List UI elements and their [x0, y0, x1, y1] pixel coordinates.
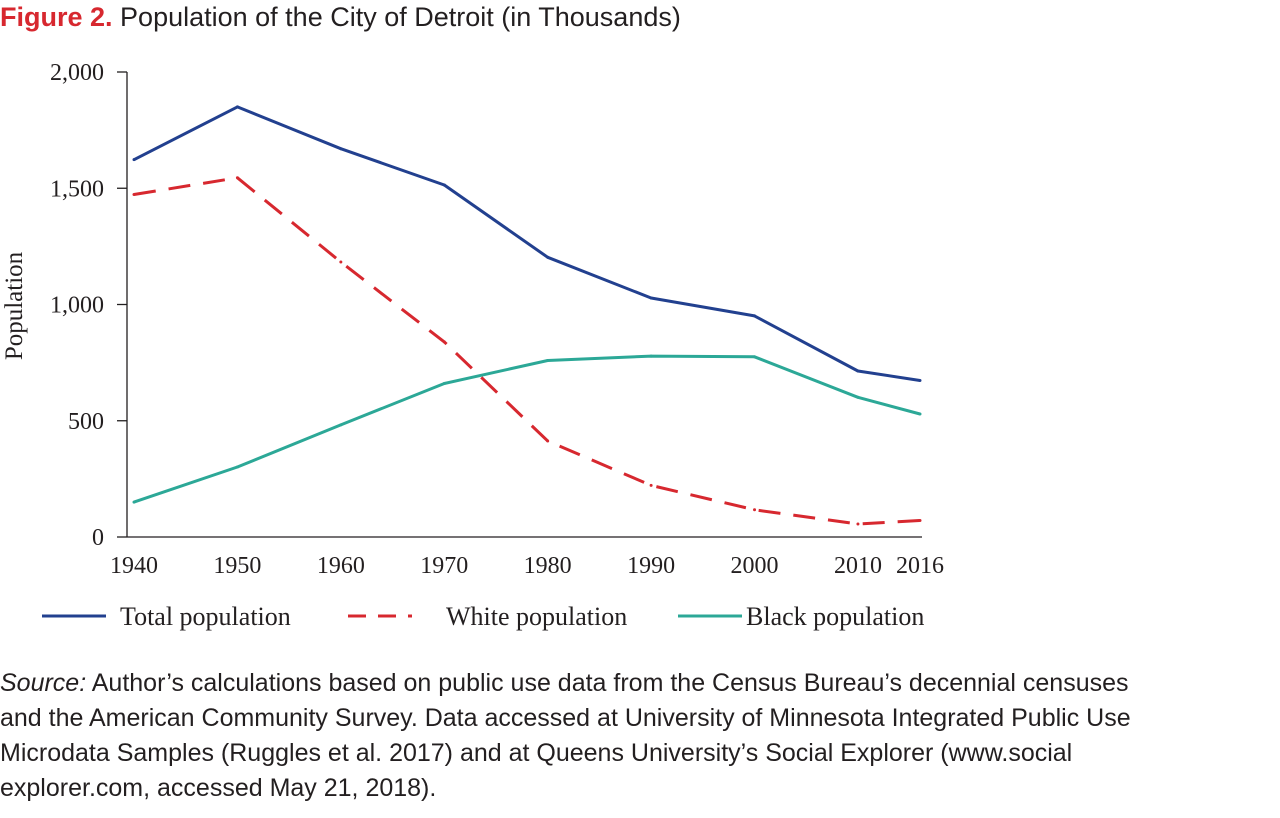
- figure-title: Figure 2. Population of the City of Detr…: [0, 0, 1280, 34]
- y-tick-label: 1,500: [50, 176, 104, 202]
- series-point: [132, 193, 136, 197]
- series-layer: [132, 105, 922, 526]
- legend: Total population White population Black po…: [42, 602, 924, 631]
- y-tick-label: 2,000: [50, 60, 104, 86]
- series-point: [132, 158, 136, 162]
- source-text-1: Author’s calculations based on public us…: [91, 669, 1129, 697]
- x-tick-label: 1940: [110, 553, 158, 579]
- series-point: [339, 260, 343, 264]
- series-line-3: [133, 354, 921, 504]
- axes: 0 500 1,000 1,500 2,000 1940 1950 1960 1970 1980 1…: [50, 60, 944, 579]
- x-tick-label: 1970: [420, 553, 468, 579]
- series-point: [339, 147, 343, 151]
- x-tick-label: 1960: [317, 553, 365, 579]
- y-axis-title: Population: [1, 251, 28, 360]
- figure-label: Figure 2.: [0, 2, 113, 32]
- series-point: [649, 354, 653, 358]
- series-point: [546, 439, 550, 443]
- source-line-3: Microdata Samples (Ruggles et al. 2017) …: [0, 739, 1073, 767]
- source-label: Source:: [0, 669, 87, 697]
- line-chart: 0 500 1,000 1,500 2,000 1940 1950 1960 1970 1980 1…: [1, 60, 944, 631]
- series-point: [235, 176, 239, 180]
- series-point: [339, 423, 343, 427]
- legend-label-1: Total population: [120, 602, 291, 631]
- x-tick-label: 1990: [627, 553, 675, 579]
- source-note: Source: Author’s calculations based on p…: [0, 666, 1280, 806]
- legend-label-3: Black population: [746, 602, 924, 631]
- series-point: [856, 369, 860, 373]
- source-line-4: explorer.com, accessed May 21, 2018).: [0, 774, 437, 802]
- series-line-1: [133, 105, 921, 382]
- x-tick-label: 1950: [213, 553, 261, 579]
- series-point: [753, 355, 757, 359]
- x-tick-label: 2010: [834, 553, 882, 579]
- x-tick-label: 2000: [731, 553, 779, 579]
- series-point: [546, 359, 550, 363]
- series-point: [753, 508, 757, 512]
- series-point: [649, 483, 653, 487]
- source-line-1: Source: Author’s calculations based on p…: [0, 666, 1280, 701]
- series-point: [132, 500, 136, 504]
- series-point: [856, 395, 860, 399]
- series-point: [649, 296, 653, 300]
- series-point: [918, 518, 922, 522]
- series-point: [918, 412, 922, 416]
- source-line-2: and the American Community Survey. Data …: [0, 704, 1131, 732]
- series-point: [753, 314, 757, 318]
- series-point: [442, 340, 446, 344]
- x-tick-label: 2016: [896, 553, 944, 579]
- figure-title-text: Population of the City of Detroit (in Th…: [120, 2, 681, 32]
- series-line-2: [133, 176, 921, 526]
- series-point: [918, 379, 922, 383]
- series-point: [235, 105, 239, 109]
- series-point: [442, 183, 446, 187]
- y-tick-label: 1,000: [50, 293, 104, 319]
- legend-label-2: White population: [446, 602, 627, 631]
- series-point: [546, 255, 550, 259]
- x-tick-label: 1980: [524, 553, 572, 579]
- series-point: [442, 382, 446, 386]
- series-point: [235, 465, 239, 469]
- series-point: [856, 522, 860, 526]
- y-tick-label: 500: [68, 409, 104, 435]
- y-tick-label: 0: [92, 525, 104, 551]
